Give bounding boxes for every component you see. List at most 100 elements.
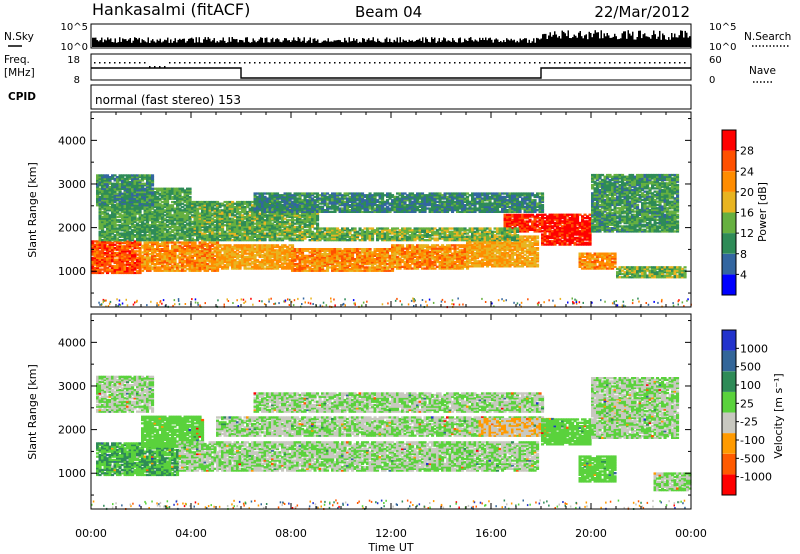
nsky-bar <box>560 38 562 47</box>
heatmap-cell <box>146 269 150 272</box>
nsky-bar <box>173 41 175 47</box>
heatmap-cell <box>408 254 412 257</box>
nsky-bar <box>678 35 680 47</box>
heatmap-cell <box>338 262 342 266</box>
nsky-bar <box>111 42 113 47</box>
nsky-tick-top: 10^5 <box>61 22 88 33</box>
heatmap-cell <box>366 249 370 252</box>
heatmap-cell <box>471 250 475 253</box>
heatmap-cell <box>296 256 300 259</box>
heatmap-cell <box>198 254 202 257</box>
heatmap-cell <box>368 266 372 269</box>
heatmap-cell <box>373 269 377 272</box>
heatmap-cell <box>423 264 427 267</box>
heatmap-cell <box>206 269 210 272</box>
heatmap-cell <box>466 265 470 268</box>
heatmap-cell <box>296 254 300 257</box>
nsky-bar <box>279 41 281 47</box>
heatmap-cell <box>428 254 432 257</box>
heatmap-cell <box>206 259 210 262</box>
heatmap-cell <box>101 260 105 263</box>
heatmap-cell <box>111 256 115 260</box>
nsky-bar <box>600 30 602 47</box>
heatmap-cell <box>128 263 132 266</box>
heatmap-cell <box>241 249 245 252</box>
heatmap-cell <box>361 248 365 251</box>
heatmap-cell <box>416 255 420 259</box>
nave-dot <box>314 62 316 64</box>
heatmap-cell <box>351 269 355 272</box>
heatmap-cell <box>118 243 122 246</box>
nsky-bar <box>486 40 488 47</box>
heatmap-cell <box>406 252 410 255</box>
heatmap-cell <box>93 271 97 275</box>
heatmap-cell <box>181 241 185 244</box>
nave-dot <box>424 62 426 64</box>
nsky-bar <box>216 41 218 47</box>
heatmap-cell <box>341 249 345 252</box>
heatmap-cell <box>426 249 430 252</box>
heatmap-cell <box>193 241 197 244</box>
heatmap-cell <box>413 254 417 257</box>
heatmap-cell <box>93 243 97 246</box>
heatmap-cell <box>201 253 205 256</box>
heatmap-cell <box>453 244 457 247</box>
heatmap-cell <box>213 248 217 251</box>
heatmap-cell <box>408 267 412 270</box>
heatmap-cell <box>303 248 307 251</box>
heatmap-cell <box>411 257 415 260</box>
heatmap-cell <box>391 255 395 259</box>
heatmap-cell <box>161 261 165 264</box>
heatmap-cell <box>161 243 165 246</box>
nsky-bar <box>321 41 323 47</box>
heatmap-cell <box>421 267 425 270</box>
heatmap-cell <box>213 258 217 261</box>
heatmap-cell <box>146 241 150 244</box>
nsky-bar <box>611 37 613 47</box>
heatmap-cell <box>141 259 145 262</box>
heatmap-cell <box>153 266 157 269</box>
heatmap-cell <box>116 261 120 265</box>
heatmap-cell <box>138 246 142 250</box>
heatmap-cell <box>203 264 207 267</box>
nsky-bar <box>240 40 242 47</box>
heatmap-cell <box>348 251 352 254</box>
nave-dot <box>659 62 661 64</box>
heatmap-cell <box>363 249 367 252</box>
heatmap-cell <box>151 262 155 266</box>
nsky-bar <box>419 38 421 47</box>
nsky-bar <box>488 38 490 47</box>
nsky-bar <box>200 42 202 47</box>
heatmap-cell <box>173 256 177 259</box>
heatmap-cell <box>98 251 102 255</box>
nsky-bar <box>470 37 472 47</box>
heatmap-cell <box>348 248 352 251</box>
nsky-bar <box>189 38 191 47</box>
heatmap-cell <box>93 240 97 243</box>
nsky-bar <box>398 42 400 47</box>
nsky-bar <box>362 38 364 47</box>
heatmap-cell <box>98 265 102 268</box>
heatmap-cell <box>313 261 317 264</box>
heatmap-cell <box>273 265 277 268</box>
heatmap-cell <box>403 252 407 255</box>
heatmap-cell <box>216 254 220 257</box>
heatmap-cell <box>416 260 420 264</box>
heatmap-cell <box>331 264 335 267</box>
heatmap-cell <box>91 250 95 253</box>
heatmap-cell <box>171 261 175 264</box>
heatmap-cell <box>438 262 442 265</box>
nsky-bar <box>582 38 584 47</box>
heatmap-cell <box>266 262 270 265</box>
heatmap-cell <box>103 251 107 255</box>
heatmap-cell <box>201 248 205 251</box>
heatmap-cell <box>346 253 350 256</box>
heatmap-cell <box>298 261 302 264</box>
heatmap-cell <box>443 247 447 250</box>
heatmap-cell <box>288 259 292 262</box>
heatmap-cell <box>276 244 280 247</box>
heatmap-cell <box>263 257 267 260</box>
heatmap-cell <box>138 248 142 251</box>
heatmap-cell <box>161 258 165 261</box>
heatmap-cell <box>198 258 202 261</box>
